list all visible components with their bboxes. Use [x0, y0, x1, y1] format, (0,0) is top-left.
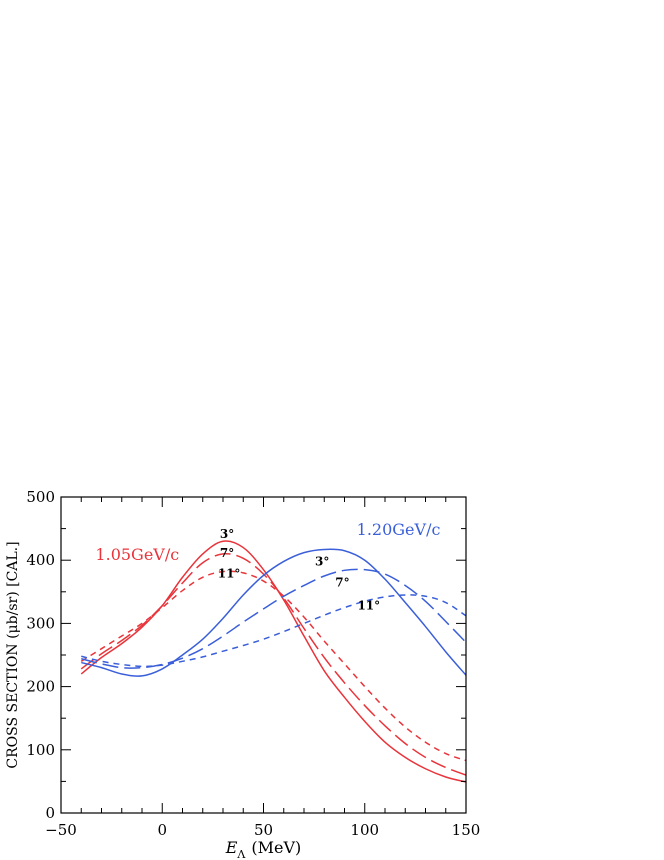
angle-label: 11°: [357, 598, 380, 612]
angle-label: 7°: [220, 546, 234, 560]
x-tick-label: 150: [452, 821, 481, 839]
y-tick-label: 500: [26, 488, 55, 506]
y-tick-label: 100: [26, 741, 55, 759]
axis-ticks: [60, 496, 467, 814]
angle-label: 7°: [335, 576, 349, 590]
series-line-120-3deg: [81, 548, 467, 677]
angle-label: 3°: [315, 554, 329, 568]
x-axis-symbol: E: [225, 838, 238, 857]
x-tick-label: 100: [350, 821, 379, 839]
x-tick-label: 50: [254, 821, 273, 839]
x-axis-label: EΛ (MeV): [225, 838, 302, 860]
y-tick-label: 300: [26, 614, 55, 632]
angle-label: 3°: [220, 527, 234, 541]
curve-annotations: 3° 7° 11° 3° 7° 11°: [218, 527, 380, 612]
y-axis-label: CROSS SECTION (μb/sr) [CAL.]: [5, 541, 21, 768]
series-line-120-11deg: [81, 594, 467, 668]
x-axis-unit: (MeV): [251, 838, 301, 857]
angle-label: 11°: [218, 566, 241, 580]
y-tick-label: 0: [45, 804, 55, 822]
series-line-120-7deg: [81, 568, 467, 669]
curves-layer: [80, 540, 467, 783]
series-line-105-11deg: [80, 570, 467, 762]
group-labels: 1.05GeV/c 1.20GeV/c: [95, 520, 440, 564]
x-tick-label: 0: [157, 821, 167, 839]
y-tick-label: 400: [26, 551, 55, 569]
x-tick-label: −50: [45, 821, 77, 839]
y-tick-label: 200: [26, 678, 55, 696]
series-line-105-7deg: [80, 552, 467, 776]
group-label-0: 1.05GeV/c: [95, 545, 179, 564]
group-label-1: 1.20GeV/c: [357, 520, 441, 539]
series-line-105-3deg: [80, 540, 467, 783]
x-axis-subscript: Λ: [236, 848, 246, 860]
